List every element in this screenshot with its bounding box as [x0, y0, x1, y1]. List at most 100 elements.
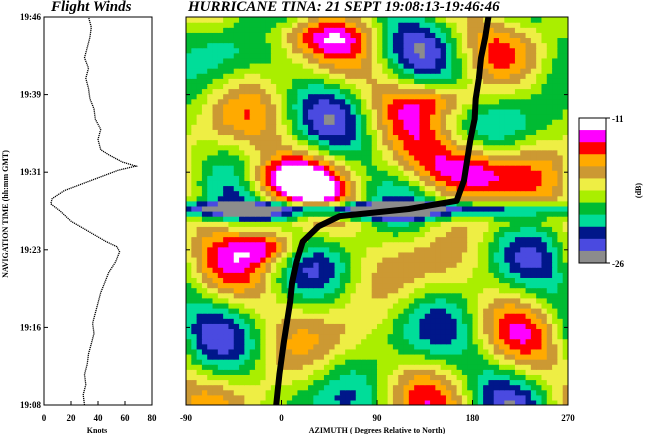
- heat-cell: [424, 88, 431, 95]
- heat-cell: [562, 57, 568, 64]
- heat-cell: [361, 129, 367, 136]
- heat-cell: [419, 338, 426, 345]
- heat-cell: [286, 83, 293, 90]
- heat-cell: [223, 205, 230, 212]
- heat-cell: [329, 399, 336, 405]
- heat-cell: [323, 108, 330, 115]
- heat-cell: [392, 374, 399, 381]
- heat-cell: [472, 338, 479, 345]
- heat-cell: [302, 185, 309, 192]
- heat-cell: [265, 262, 272, 268]
- heat-cell: [514, 251, 521, 258]
- heat-cell: [191, 297, 198, 304]
- heat-cell: [249, 374, 256, 381]
- heat-cell: [297, 267, 304, 273]
- heat-cell: [483, 282, 490, 289]
- heat-cell: [392, 57, 399, 64]
- heat-cell: [377, 353, 383, 360]
- heat-cell: [377, 384, 383, 391]
- heat-cell: [377, 195, 383, 202]
- heat-cell: [334, 282, 341, 289]
- heat-cell: [398, 165, 405, 171]
- heat-cell: [504, 364, 511, 370]
- heat-cell: [355, 323, 362, 330]
- heat-cell: [302, 129, 309, 136]
- heat-cell: [270, 93, 277, 100]
- heat-cell: [414, 313, 421, 319]
- heat-cell: [302, 338, 309, 345]
- heat-cell: [536, 292, 543, 299]
- heat-cell: [323, 195, 330, 202]
- heat-cell: [440, 308, 447, 314]
- heat-cell: [292, 221, 299, 227]
- heat-cell: [387, 200, 394, 207]
- heat-cell: [323, 379, 330, 386]
- heat-cell: [345, 93, 352, 100]
- heat-cell: [403, 154, 410, 161]
- heat-cell: [350, 262, 357, 268]
- heat-cell: [345, 282, 352, 289]
- heat-cell: [339, 328, 346, 335]
- heat-cell: [366, 108, 373, 115]
- heat-cell: [355, 394, 362, 401]
- heat-cell: [201, 175, 208, 181]
- heat-cell: [371, 144, 378, 151]
- heat-cell: [339, 308, 346, 314]
- heat-cell: [308, 165, 314, 171]
- heat-cell: [445, 221, 452, 227]
- heat-cell: [292, 108, 299, 115]
- heat-cell: [525, 216, 532, 222]
- heat-cell: [467, 119, 474, 125]
- heat-cell: [552, 323, 558, 330]
- heat-cell: [201, 211, 208, 217]
- heat-cell: [286, 236, 293, 243]
- heat-cell: [345, 348, 352, 355]
- heat-cell: [371, 318, 378, 324]
- heat-cell: [509, 323, 516, 330]
- heat-cell: [212, 369, 219, 375]
- heat-cell: [350, 231, 357, 238]
- heat-cell: [244, 180, 251, 187]
- heat-cell: [461, 267, 468, 273]
- heat-cell: [302, 73, 309, 79]
- heat-cell: [318, 364, 325, 370]
- heat-cell: [509, 231, 516, 238]
- heat-cell: [345, 379, 352, 386]
- heat-cell: [382, 236, 389, 243]
- heat-cell: [371, 297, 378, 304]
- heat-cell: [536, 98, 543, 105]
- heat-cell: [239, 149, 245, 156]
- heat-cell: [207, 93, 214, 100]
- heat-cell: [239, 175, 245, 181]
- heat-cell: [233, 364, 240, 370]
- heat-cell: [186, 318, 192, 324]
- heat-cell: [499, 308, 505, 314]
- heat-cell: [302, 200, 309, 207]
- heat-cell: [430, 154, 436, 161]
- heat-cell: [292, 379, 299, 386]
- heat-cell: [308, 348, 314, 355]
- heat-cell: [239, 374, 245, 381]
- heat-cell: [509, 394, 516, 401]
- heat-cell: [239, 57, 245, 64]
- heat-cell: [408, 389, 415, 396]
- heat-cell: [302, 114, 309, 120]
- heat-cell: [552, 338, 558, 345]
- heat-cell: [212, 287, 219, 294]
- heat-cell: [355, 338, 362, 345]
- heat-cell: [445, 226, 452, 233]
- heat-cell: [499, 205, 505, 212]
- heat-cell: [398, 297, 405, 304]
- heat-cell: [233, 190, 240, 197]
- heat-cell: [302, 359, 309, 365]
- heat-cell: [276, 226, 283, 233]
- heat-cell: [525, 353, 532, 360]
- heat-cell: [451, 93, 458, 100]
- heat-cell: [387, 221, 394, 227]
- heat-cell: [292, 374, 299, 381]
- heat-cell: [541, 83, 548, 90]
- heat-cell: [424, 256, 431, 263]
- heat-cell: [414, 251, 421, 258]
- heat-cell: [186, 348, 192, 355]
- heat-cell: [281, 297, 288, 304]
